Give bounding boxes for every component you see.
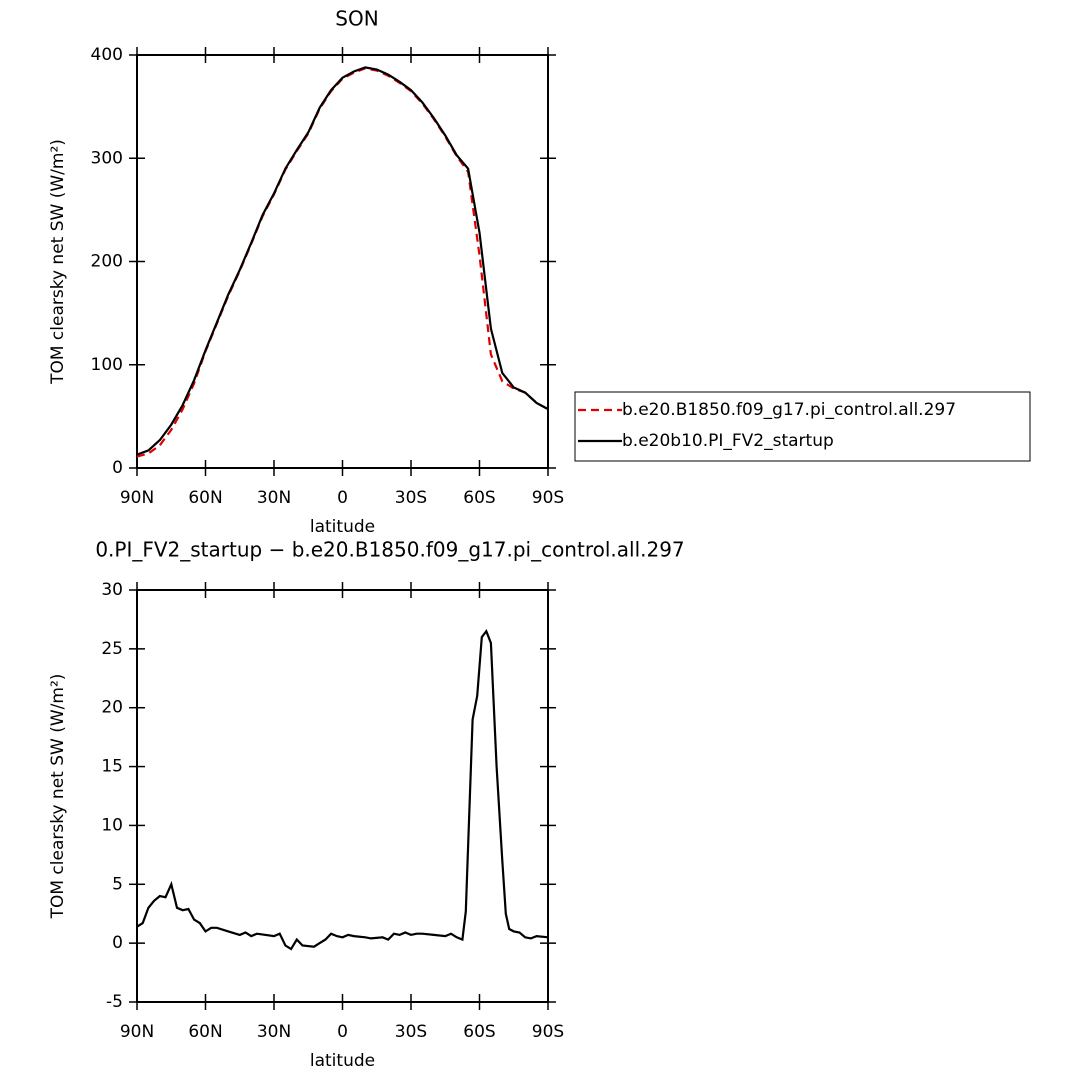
- x-axis-label: latitude: [310, 1051, 375, 1071]
- y-tick-label: 30: [101, 580, 123, 600]
- x-tick-label: 30S: [395, 1022, 427, 1042]
- x-tick-label: 0: [337, 488, 348, 508]
- legend-box: [574, 391, 1031, 462]
- x-tick-label: 30S: [395, 488, 427, 508]
- y-tick-label: 0: [112, 458, 123, 478]
- chart-title: SON: [335, 7, 378, 31]
- x-tick-label: 0: [337, 1022, 348, 1042]
- y-tick-label: 100: [91, 355, 123, 375]
- plot-frame: [136, 54, 549, 469]
- y-tick-label: 15: [101, 757, 123, 777]
- y-axis-label: TOM clearsky net SW (W/m²): [48, 139, 68, 385]
- y-tick-label: 25: [101, 639, 123, 659]
- legend-label: b.e20b10.PI_FV2_startup: [622, 431, 834, 451]
- y-tick-label: 300: [91, 148, 123, 168]
- series-line: [136, 67, 549, 458]
- series-line: [136, 628, 549, 951]
- x-tick-label: 30N: [257, 1022, 291, 1042]
- x-tick-label: 60S: [463, 1022, 495, 1042]
- x-tick-label: 60N: [188, 488, 222, 508]
- y-tick-label: 400: [91, 45, 123, 65]
- x-tick-label: 30N: [257, 488, 291, 508]
- y-tick-label: 20: [101, 698, 123, 718]
- y-tick-label: 5: [112, 874, 123, 894]
- legend-label: b.e20.B1850.f09_g17.pi_control.all.297: [622, 400, 956, 420]
- chart-title: 0.PI_FV2_startup − b.e20.B1850.f09_g17.p…: [95, 538, 684, 562]
- x-tick-label: 60N: [188, 1022, 222, 1042]
- x-tick-label: 90S: [532, 488, 564, 508]
- y-tick-label: 10: [101, 815, 123, 835]
- y-tick-label: 200: [91, 252, 123, 272]
- x-tick-label: 90N: [120, 488, 154, 508]
- y-tick-label: 0: [112, 933, 123, 953]
- y-tick-label: -5: [106, 992, 123, 1012]
- x-tick-label: 90N: [120, 1022, 154, 1042]
- y-axis-label: TOM clearsky net SW (W/m²): [48, 674, 68, 920]
- x-tick-label: 90S: [532, 1022, 564, 1042]
- series-line: [136, 66, 549, 456]
- x-axis-label: latitude: [310, 517, 375, 537]
- plot-frame: [136, 589, 549, 1003]
- x-tick-label: 60S: [463, 488, 495, 508]
